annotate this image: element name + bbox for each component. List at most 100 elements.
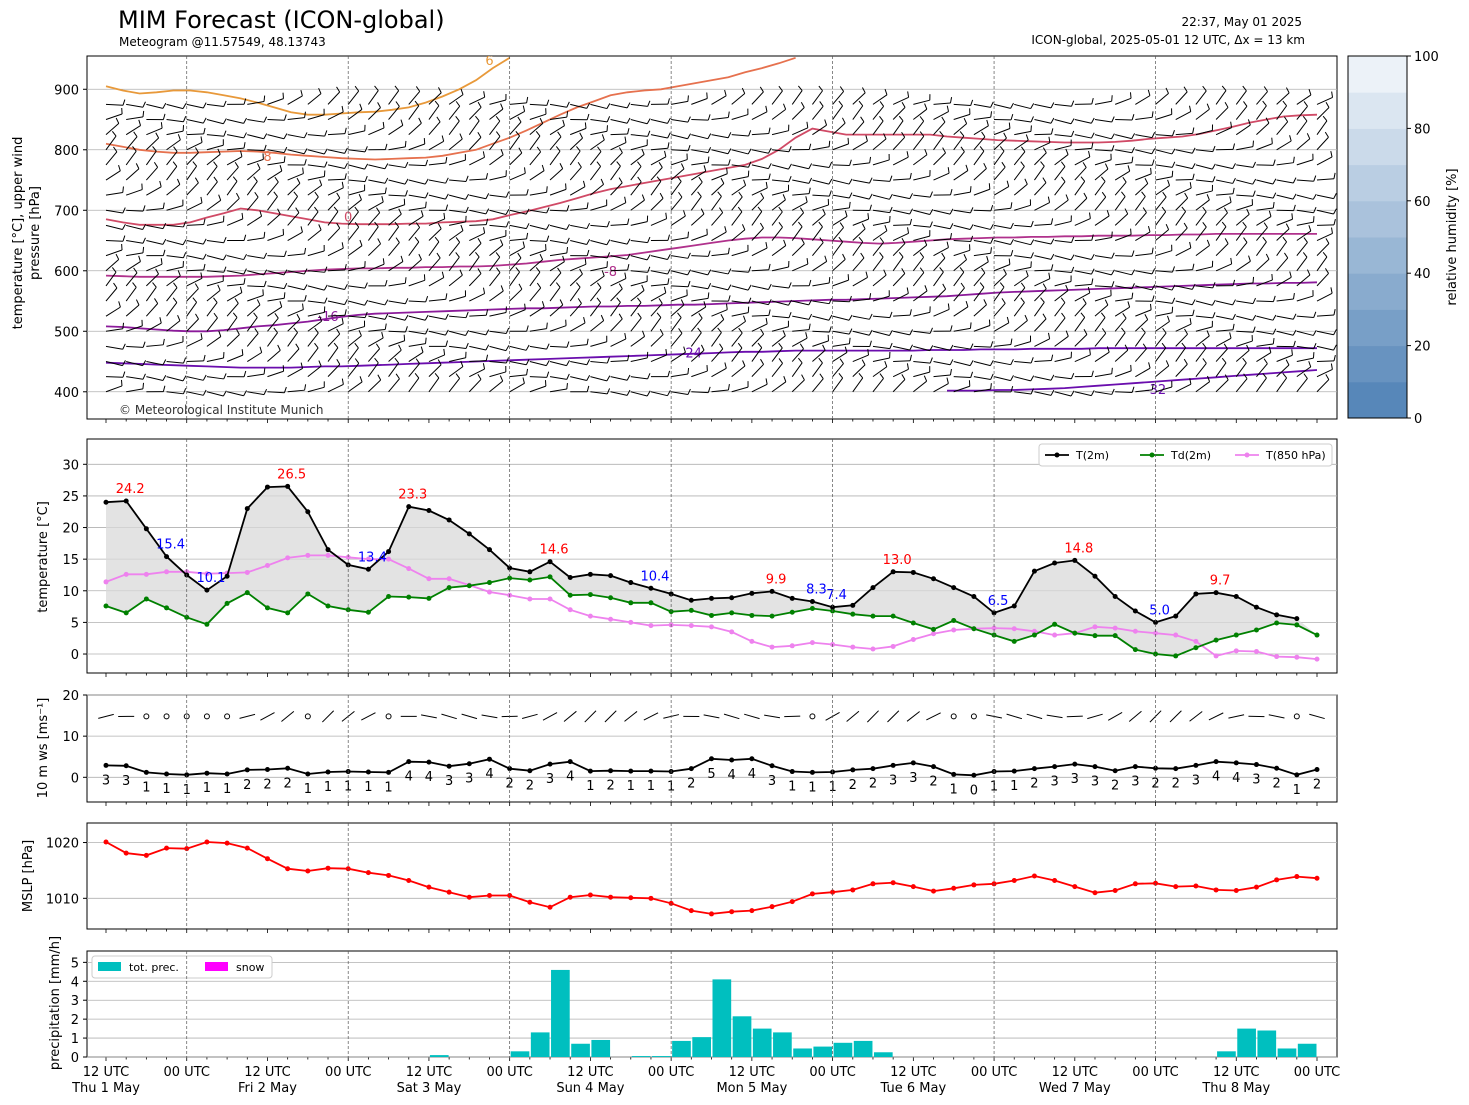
wind-barb-flag [183,357,187,364]
wind-barb [1115,391,1133,393]
series-point [850,602,856,608]
wind-barb [691,119,709,121]
wind-barb-flag [824,119,828,126]
wind-barb [913,224,931,228]
wind-barb-flag [133,131,138,138]
wind-barb [1276,354,1293,362]
wind-barb-flag [546,207,550,214]
wind-speed-label: 3 [768,774,776,789]
wind-barb [327,285,345,291]
wind-barb-flag [1293,340,1296,347]
wind-barb [1155,365,1170,378]
wind-barb-flag [738,327,743,334]
wind-barb [973,116,991,121]
wind-barb [347,226,360,241]
wind-barb [1094,270,1112,276]
mslp-point [386,872,392,878]
wind-barb [852,330,870,336]
wind-barb-flag [1308,361,1312,368]
wind-barb-flag [522,241,526,248]
wind-barb-flag [1324,268,1329,274]
wind-barb-flag [1212,282,1216,289]
wind-barb [751,300,769,306]
wind-barb [307,114,325,121]
wind-barb [650,292,667,302]
wind-barb [126,376,144,380]
wind-barb [1215,107,1229,120]
wind-barb [206,270,224,273]
wind-barb-flag [138,119,142,126]
wind-barb-flag [1048,272,1051,279]
wind-barb-flag [805,332,808,339]
wind-barb-flag [703,165,707,172]
wind-barb-flag [883,133,887,140]
wind-barb [388,194,406,197]
precip-bar [429,1055,449,1057]
wind-barb [1074,292,1090,302]
wind-barb [307,134,325,137]
wind-barb-flag [173,282,178,288]
wind-barb-flag [667,370,671,377]
wind-barb-flag [354,85,360,92]
wind-barb-flag [1042,177,1047,183]
wind-barb [711,389,729,393]
wind-barb [388,330,406,333]
wind-barb [105,103,124,106]
wind-barb [1115,149,1132,154]
wind-barb [1074,270,1092,275]
wind-barb [650,255,668,261]
wind-barb [1256,279,1273,287]
wind-barb [1215,348,1228,362]
wind-barb [791,107,805,120]
wind-barb [1276,330,1294,336]
wind-barb [913,175,930,181]
wind-barb [206,302,218,317]
wind-barb-flag [566,341,570,348]
wind-barb [832,241,844,256]
wind-barb-flag [546,343,550,350]
legend-label: T(850 hPa) [1265,449,1326,462]
wind-barb [549,361,567,367]
wind-barb [1175,269,1193,272]
wind-barb [468,243,482,256]
wind-barb [590,103,608,110]
wind-barb [772,315,790,319]
wind-barb [1296,159,1314,166]
wind-barb-flag [970,99,974,106]
wind-barb [892,292,909,302]
wind-barb [650,354,667,362]
series-point [365,609,371,615]
mslp-point [1112,888,1118,894]
wind-barb-flag [828,178,833,185]
wind-barb-flag [907,227,910,234]
wind-barb-flag [555,146,561,152]
wind-barb-flag [482,287,486,294]
wind-barb [105,135,117,151]
wind-speed-label: 2 [284,776,292,791]
wind-barb-flag [909,193,913,199]
wind-barb [469,293,485,302]
x-tick-label: 00 UTC [486,1065,532,1080]
wind-barb [570,240,587,245]
wind-speed-label: 3 [1091,775,1099,790]
wind-barb [247,373,265,378]
wind-barb [1013,183,1028,196]
series-point [668,591,674,597]
wind-speed-label: 4 [425,770,433,785]
wind-barb-flag [1006,180,1010,187]
wind-barb [226,354,244,362]
wind-speed-label: 2 [526,779,534,794]
wind-barb [751,333,764,347]
wind-barb-flag [1111,145,1115,152]
wind-barb [287,368,303,378]
wind-barb [267,285,285,290]
wind-barb [872,242,884,256]
wind-barb-flag [707,133,712,139]
wind-barb-flag [901,268,906,274]
wind-barb [1195,108,1210,120]
wind-barb-flag [445,204,449,211]
x-tick-label: 12 UTC [83,1065,129,1080]
wind-barb-flag [828,140,831,147]
wind-barb-flag [646,254,651,261]
wind-barb-flag [658,298,663,304]
